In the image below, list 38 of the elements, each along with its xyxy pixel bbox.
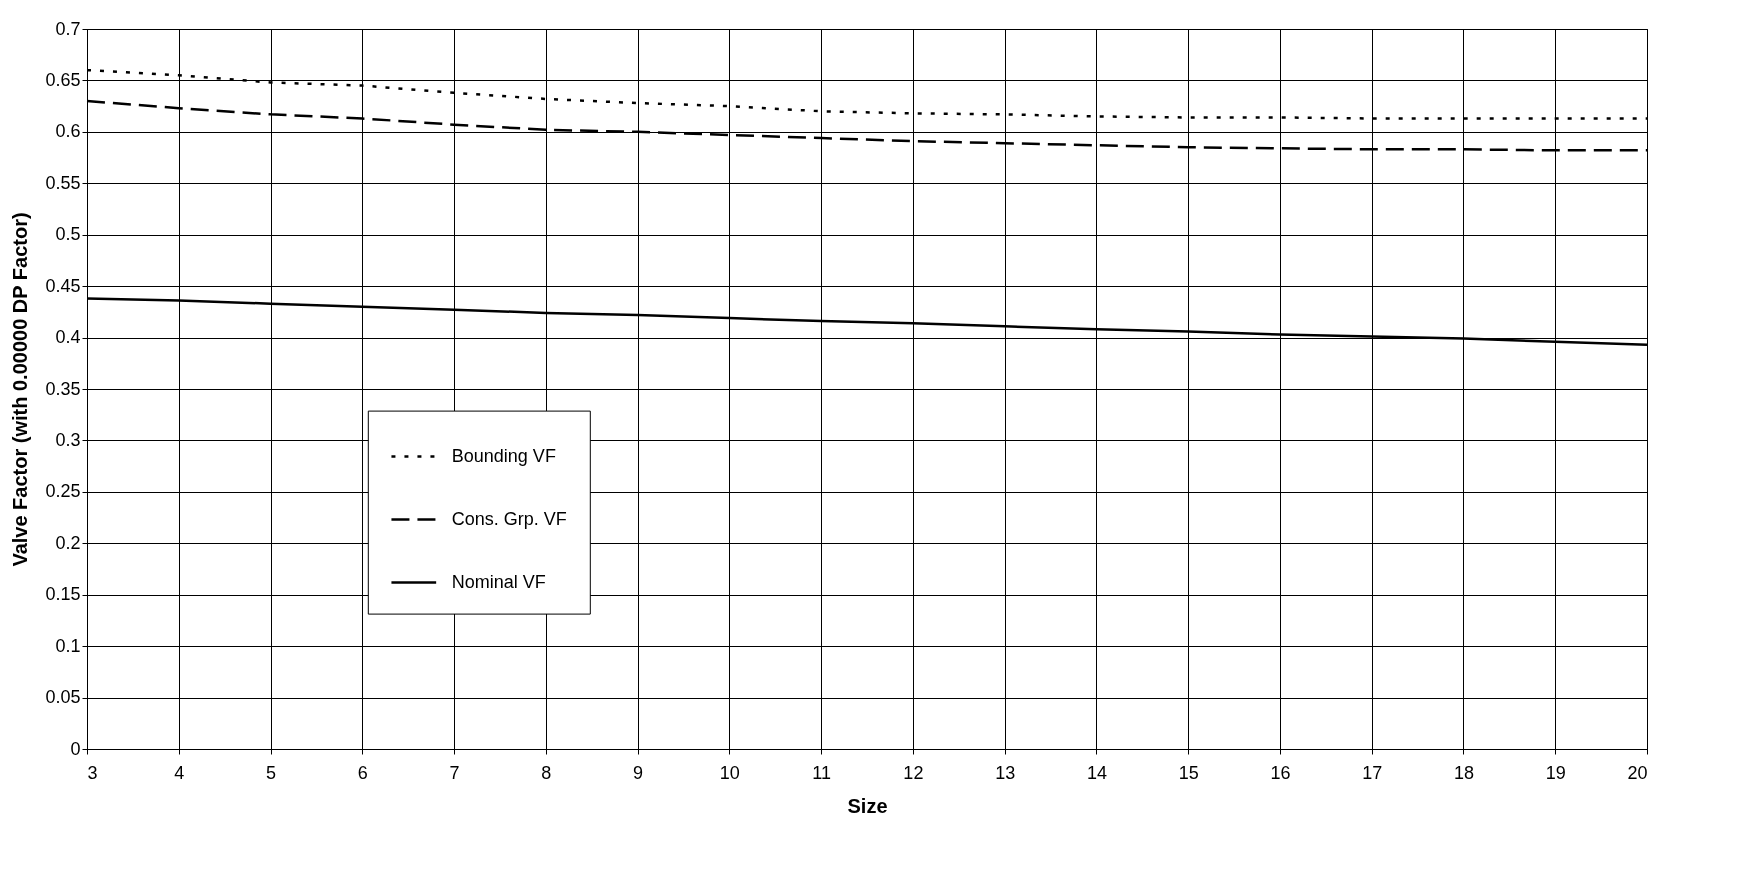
x-tick-label: 12 <box>903 762 924 783</box>
y-tick-label: 0.7 <box>55 18 81 39</box>
x-tick-label: 15 <box>1178 762 1199 783</box>
y-tick-label: 0.05 <box>45 687 81 708</box>
y-tick-label: 0.15 <box>45 584 81 605</box>
y-axis-title: Valve Factor (with 0.00000 DP Factor) <box>9 212 32 567</box>
y-tick-label: 0.6 <box>55 121 81 142</box>
x-tick-label: 14 <box>1086 762 1107 783</box>
y-tick-label: 0.4 <box>55 327 81 348</box>
x-tick-label: 7 <box>449 762 460 783</box>
x-tick-label: 9 <box>633 762 644 783</box>
y-tick-label: 0.1 <box>55 635 81 656</box>
x-tick-label: 11 <box>812 762 831 783</box>
legend-label: Nominal VF <box>451 571 546 592</box>
legend-label: Bounding VF <box>451 445 556 466</box>
y-tick-label: 0.35 <box>45 378 81 399</box>
y-tick-label: 0.45 <box>45 275 81 296</box>
y-tick-label: 0.5 <box>55 224 81 245</box>
y-tick-label: 0.55 <box>45 172 81 193</box>
x-tick-label: 20 <box>1627 762 1648 783</box>
x-tick-label: 10 <box>719 762 740 783</box>
x-tick-label: 17 <box>1362 762 1383 783</box>
y-tick-label: 0.25 <box>45 481 81 502</box>
x-tick-label: 6 <box>357 762 368 783</box>
x-tick-label: 19 <box>1545 762 1566 783</box>
legend-label: Cons. Grp. VF <box>451 508 567 529</box>
y-tick-label: 0.65 <box>45 69 81 90</box>
x-tick-label: 5 <box>266 762 277 783</box>
y-tick-label: 0 <box>70 738 81 759</box>
x-tick-label: 13 <box>995 762 1016 783</box>
x-tick-label: 16 <box>1270 762 1291 783</box>
x-tick-label: 18 <box>1453 762 1474 783</box>
x-tick-label: 3 <box>87 762 98 783</box>
x-tick-label: 4 <box>174 762 185 783</box>
x-tick-label: 8 <box>541 762 552 783</box>
y-tick-label: 0.3 <box>55 429 81 450</box>
y-tick-label: 0.2 <box>55 532 81 553</box>
x-axis-title: Size <box>847 794 888 817</box>
